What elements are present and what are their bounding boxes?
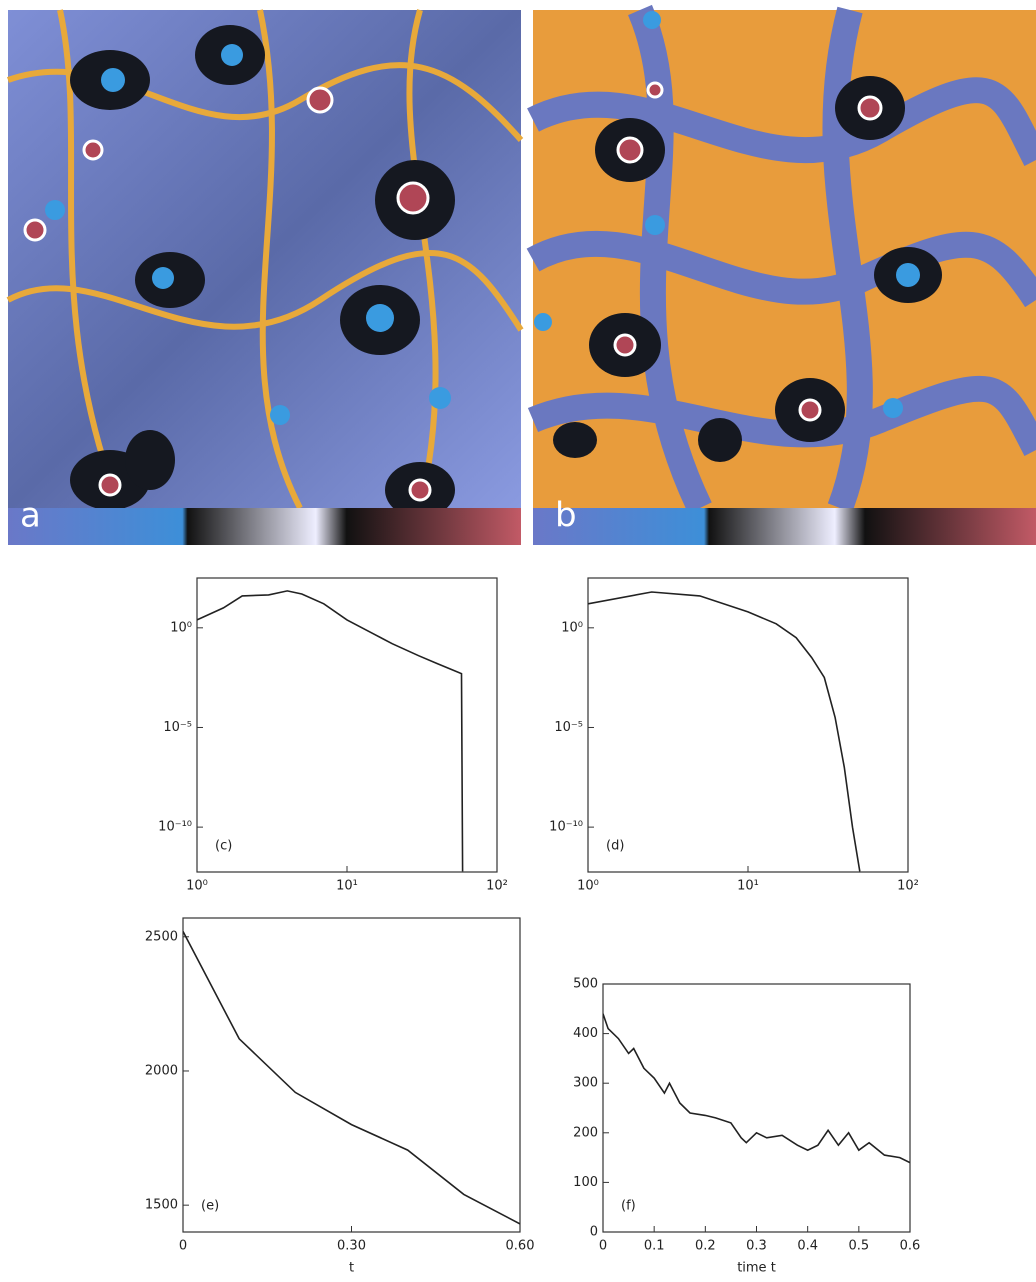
y-tick-label: 10⁻¹⁰	[158, 820, 192, 835]
chart: 10⁰ 10¹ 10² 10⁰ 10⁻⁵ 10⁻¹⁰ (c)	[158, 577, 508, 894]
y-tick-label: 10⁰	[561, 620, 583, 635]
panel-annotation: (d)	[606, 839, 624, 854]
data-line	[197, 590, 464, 872]
y-tick-label: 0	[590, 1225, 598, 1240]
x-tick-label: 10²	[486, 879, 508, 894]
chart: 0 0.1 0.2 0.3 0.4 0.5 0.6 0 100 200 300 400 500 (f) ti…	[573, 977, 920, 1276]
plot-frame	[196, 577, 498, 873]
plot-frame	[602, 983, 911, 1233]
x-tick-label: 10¹	[336, 879, 358, 894]
x-tick-label: 10¹	[737, 879, 759, 894]
x-tick-label: 0.2	[695, 1239, 716, 1254]
y-tick-label: 400	[573, 1026, 598, 1041]
x-tick-label: 0	[179, 1239, 187, 1254]
chart: 10⁰ 10¹ 10² 10⁰ 10⁻⁵ 10⁻¹⁰ (d)	[549, 577, 919, 894]
x-tick-label: 0.1	[644, 1239, 665, 1254]
plot-frame	[587, 577, 909, 873]
y-tick-label: 1500	[145, 1198, 178, 1213]
y-tick-label: 300	[573, 1076, 598, 1091]
data-line	[183, 931, 520, 1225]
x-tick-label: 0.3	[746, 1239, 767, 1254]
y-tick-label: 10⁻¹⁰	[549, 820, 583, 835]
x-tick-label: 10⁰	[186, 879, 208, 894]
y-tick-label: 2500	[145, 929, 178, 944]
x-tick-label: 0.5	[848, 1239, 869, 1254]
panel-label: b	[555, 496, 577, 536]
y-tick-label: 100	[573, 1175, 598, 1190]
x-tick-label: 0	[599, 1239, 607, 1254]
x-axis-label: t	[349, 1261, 354, 1276]
data-line	[603, 1013, 910, 1164]
y-tick-label: 10⁻⁵	[163, 720, 192, 735]
panel-annotation: (e)	[201, 1199, 219, 1214]
y-tick-label: 200	[573, 1125, 598, 1140]
panel-b: b	[526, 4, 1036, 545]
y-tick-label: 10⁰	[170, 620, 192, 635]
y-tick-label: 10⁻⁵	[554, 720, 583, 735]
y-tick-label: 2000	[145, 1063, 178, 1078]
x-tick-label: 0.6	[900, 1239, 921, 1254]
plot-frame	[182, 917, 521, 1233]
chart: 0 0.30 0.60 1500 2000 2500 (e) t	[145, 917, 535, 1276]
panel-label: a	[20, 496, 41, 536]
panel-annotation: (f)	[621, 1199, 636, 1214]
panel-a: a	[6, 9, 524, 545]
y-tick-label: 500	[573, 977, 598, 992]
x-tick-label: 0.60	[506, 1239, 535, 1254]
x-axis-label: time t	[737, 1261, 776, 1276]
x-tick-label: 10²	[897, 879, 919, 894]
x-tick-label: 0.4	[797, 1239, 818, 1254]
data-line	[588, 591, 861, 872]
x-tick-label: 0.30	[337, 1239, 366, 1254]
x-tick-label: 10⁰	[577, 879, 599, 894]
panel-annotation: (c)	[215, 839, 232, 854]
